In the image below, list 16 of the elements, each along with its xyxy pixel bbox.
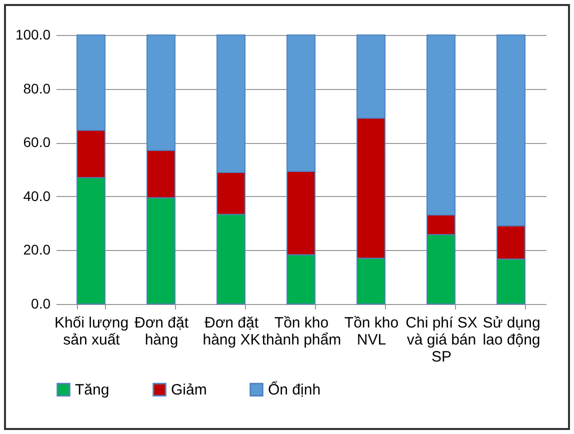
x-tick-label: Đơn đặt hàng XK	[202, 314, 260, 348]
x-tick-label: Khối lượng sản xuất	[54, 314, 129, 348]
legend-label: Giảm	[171, 382, 207, 399]
x-tick-label: Tồn kho NVL	[344, 314, 399, 348]
y-tick-label: 80.0	[23, 80, 51, 96]
legend-label: Ổn định	[268, 380, 321, 399]
x-tick-label: Sử dụng lao động	[482, 314, 540, 348]
y-tick-label: 0.0	[31, 296, 51, 312]
y-tick-label: 60.0	[23, 134, 51, 150]
x-tick-label: Chi phí SX và giá bán SP	[406, 314, 478, 366]
legend-label: Tăng	[75, 382, 110, 399]
y-tick-label: 20.0	[23, 242, 51, 258]
y-tick-label: 40.0	[23, 188, 51, 204]
y-tick-label: 100.0	[15, 26, 51, 42]
x-tick-label: Đơn đặt hàng	[134, 314, 190, 348]
x-tick-label: Tồn kho thành phẩm	[262, 314, 342, 348]
